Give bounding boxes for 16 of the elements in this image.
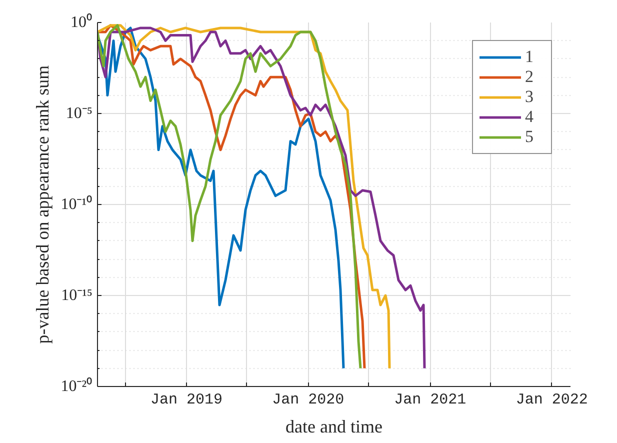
legend-label: 1: [525, 47, 534, 67]
x-tick-label: Jan 2019: [150, 392, 223, 408]
legend-label: 4: [525, 107, 534, 127]
y-tick-label: 10⁻²⁰: [60, 377, 92, 395]
y-tick-label: 10⁻⁵: [66, 105, 92, 122]
x-axis-title: date and time: [286, 416, 382, 436]
legend-label: 5: [525, 127, 534, 147]
legend-label: 2: [525, 67, 534, 87]
y-tick-label: 10⁻¹⁵: [61, 287, 92, 304]
x-tick-label: Jan 2020: [272, 392, 344, 408]
y-tick-label: 10⁻¹⁰: [60, 195, 92, 213]
legend-label: 3: [525, 87, 534, 107]
y-tick-label: 10⁰: [70, 13, 92, 31]
x-tick-label: Jan 2021: [394, 392, 466, 408]
y-axis-title: p-value based on appearance rank sum: [32, 65, 53, 344]
x-tick-label: Jan 2022: [516, 392, 588, 408]
